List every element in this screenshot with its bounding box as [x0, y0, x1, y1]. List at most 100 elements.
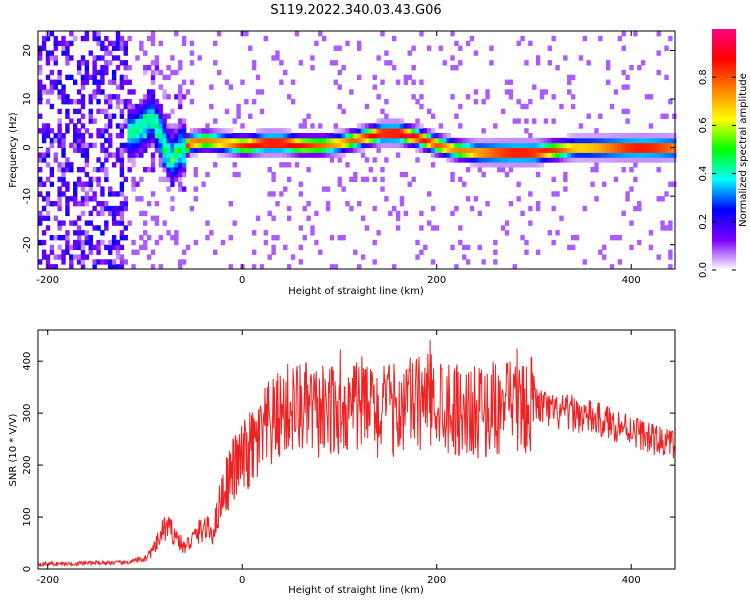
spectrogram-cell	[189, 133, 195, 139]
spectrogram-cell	[602, 152, 607, 158]
spectrogram-cell	[146, 99, 152, 105]
spectrogram-cell	[139, 118, 144, 124]
spectrogram-cell	[65, 244, 70, 251]
spectrogram-cell	[38, 69, 43, 76]
spectrogram-cell	[57, 79, 62, 85]
spectrogram-cell	[143, 103, 148, 110]
spectrogram-cell	[419, 128, 424, 134]
spectrogram-cell	[146, 123, 152, 129]
spectrogram-cell	[512, 264, 517, 270]
spectrogram-cell	[516, 196, 521, 202]
spectrogram-cell	[384, 142, 389, 149]
spectrogram-cell	[388, 142, 393, 149]
spectrogram-cell	[84, 142, 90, 149]
spectrogram-cell	[360, 152, 366, 158]
spectrogram-cell	[419, 79, 424, 85]
spectrogram-cell	[605, 152, 611, 158]
spectrogram-cell	[111, 264, 117, 270]
spectrogram-cell	[49, 69, 55, 76]
spectrogram-cell	[598, 133, 603, 139]
spectrogram-cell	[637, 239, 642, 246]
spectrogram-cell	[84, 191, 90, 197]
spectrogram-cell	[111, 244, 117, 251]
spectrogram-cell	[567, 74, 572, 81]
spectrogram-cell	[481, 152, 486, 158]
spectrogram-cell	[570, 133, 576, 139]
spectrogram-cell	[143, 128, 148, 134]
spectrogram-cell	[415, 123, 420, 129]
spectrogram-cell	[314, 133, 319, 139]
spectrogram-cell	[236, 103, 241, 110]
spectrogram-cell	[532, 84, 537, 90]
spectrogram-cell	[318, 137, 323, 144]
spectrogram-cell	[248, 152, 253, 158]
spectrogram-cell	[395, 225, 401, 231]
spectrogram-cell	[259, 128, 265, 134]
spectrogram-cell	[364, 133, 370, 139]
spectrogram-cell	[415, 137, 420, 144]
spectrogram-cell	[154, 147, 160, 153]
spectrogram-cell	[419, 123, 424, 129]
spectrogram-cell	[181, 94, 187, 100]
spectrogram-cell	[551, 191, 556, 197]
spectrogram-cell	[96, 167, 101, 173]
spectrogram-cell	[154, 201, 160, 207]
spectrogram-cell	[504, 171, 510, 178]
spectrogram-cell	[57, 167, 62, 173]
spectrogram-cell	[135, 249, 140, 255]
spectrogram-cell	[497, 152, 502, 158]
spectrogram-cell	[279, 133, 284, 139]
spectrogram-cell	[532, 157, 537, 163]
spectrogram-cell	[594, 167, 599, 173]
spectrogram-cell	[76, 215, 82, 221]
spectrogram-cell	[613, 157, 619, 163]
spectrogram-cell	[427, 137, 432, 144]
spectrogram-cell	[524, 103, 529, 110]
spectrogram-cell	[65, 94, 70, 100]
spectrogram-cell	[602, 244, 607, 251]
spectrogram-xlabel: Height of straight line (km)	[288, 286, 424, 297]
spectrogram-cell	[251, 230, 257, 236]
spectrogram-cell	[613, 89, 619, 95]
spectrogram-cell	[158, 142, 163, 149]
spectrogram-cell	[127, 35, 132, 42]
spectrogram-cell	[473, 89, 479, 95]
spectrogram-cell	[559, 137, 564, 144]
spectrogram-cell	[57, 69, 62, 76]
spectrogram-cell	[69, 220, 74, 226]
spectrogram-cell	[185, 89, 191, 95]
spectrogram-cell	[458, 103, 463, 110]
spectrogram-cell	[111, 40, 117, 47]
spectrogram-cell	[493, 137, 498, 144]
spectrogram-cell	[259, 137, 265, 144]
spectrogram-cell	[640, 157, 646, 163]
spectrogram-cell	[403, 137, 409, 144]
spectrogram-cell	[111, 215, 117, 221]
spectrogram-cell	[388, 128, 393, 134]
spectrogram-cell	[38, 84, 43, 90]
spectrogram-cell	[423, 128, 428, 134]
spectrogram-cell	[181, 152, 187, 158]
spectrogram-cell	[598, 152, 603, 158]
spectrogram-cell	[648, 123, 654, 129]
spectrogram-cell	[621, 69, 626, 76]
spectrogram-cell	[395, 133, 401, 139]
spectrogram-cell	[283, 137, 288, 144]
spectrogram-cell	[232, 162, 237, 168]
spectrogram-cell	[53, 79, 58, 85]
spectrogram-cell	[123, 118, 128, 124]
spectrogram-cell	[625, 137, 630, 144]
spectrogram-cell	[353, 147, 358, 153]
spectrogram-cell	[127, 99, 132, 105]
spectrogram-cell	[279, 142, 284, 149]
colorbar-tick-label: 0.4	[698, 166, 709, 182]
spectrogram-cell	[119, 186, 125, 192]
spectrogram-cell	[454, 113, 459, 119]
spectrogram-cell	[57, 244, 62, 251]
spectrogram-cell	[391, 123, 397, 129]
spectrogram-cell	[45, 254, 51, 260]
spectrogram-cell	[481, 128, 486, 134]
spectrogram-cell	[598, 249, 603, 255]
spectrogram-cell	[454, 147, 459, 153]
spectrogram-cell	[609, 152, 615, 158]
